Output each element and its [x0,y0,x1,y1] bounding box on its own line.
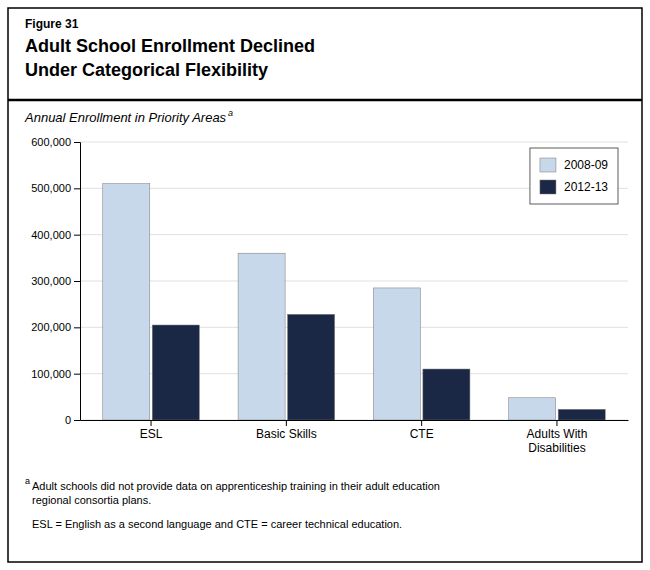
x-tick-mark [151,420,152,426]
x-tick-mark [556,420,557,426]
border [8,8,642,562]
y-tick-label: 200,000 [31,321,71,333]
subtitle-superscript: a [228,108,233,118]
y-tick-mark [74,188,80,189]
figure-label: Figure 31 [25,17,79,31]
bars [103,184,605,420]
y-tick: 400,000 [31,229,80,241]
footnote-line: Adult schools did not provide data on ap… [32,480,440,492]
y-tick: 0 [65,414,80,426]
bar [558,409,605,420]
y-axis-line [74,143,81,421]
x-tick-label-line: Adults With [527,427,588,441]
legend-box [530,148,618,204]
x-tick: ESL [140,420,163,441]
bar [509,398,556,420]
footnote: ESL = English as a second language and C… [32,518,402,530]
title: Adult School Enrollment Declined Under Ca… [25,36,315,80]
chart-svg: Figure 31 Adult School Enrollment Decline… [0,0,650,570]
legend-swatch [540,180,556,194]
y-tick-label: 400,000 [31,229,71,241]
x-tick-label-line: CTE [410,427,434,441]
legend-label: 2012-13 [564,180,608,194]
y-tick-label: 300,000 [31,275,71,287]
y-axis: 0 100,000 200,000 300,000 400,000 500,000 600,… [31,136,80,426]
title-line: Adult School Enrollment Declined [25,36,315,56]
grid-line [80,234,628,235]
bar [288,314,335,420]
y-tick: 500,000 [31,182,80,194]
grid-line [80,281,628,282]
bar [373,288,420,420]
footnote-line: regional consortia plans. [32,494,151,506]
y-tick-mark [74,281,80,282]
legend-swatch [540,158,556,172]
x-tick: Basic Skills [256,420,317,441]
y-tick: 200,000 [31,321,80,333]
y-tick-label: 0 [65,414,71,426]
x-tick-label: Adults WithDisabilities [527,427,588,455]
legend-item: 2008-09 [540,158,608,172]
y-tick-mark [74,420,80,421]
y-tick-label: 600,000 [31,136,71,148]
x-axis-line [81,420,629,421]
bar [238,253,285,420]
footnote-marker: a [25,476,30,486]
footnote: Adult schools did not provide data on ap… [32,480,440,506]
legend: 2008-09 2012-13 [530,148,618,204]
x-axis: ESL Basic Skills CTE Adults WithDisabilitie… [81,420,629,455]
title-line: Under Categorical Flexibility [25,60,268,80]
x-tick-mark [421,420,422,426]
y-tick-mark [74,327,80,328]
x-tick: Adults WithDisabilities [527,420,588,455]
y-tick-label: 500,000 [31,182,71,194]
x-tick-label-line: ESL [140,427,163,441]
x-tick-label: CTE [410,427,434,441]
legend-label: 2008-09 [564,158,608,172]
x-tick-label-line: Basic Skills [256,427,317,441]
x-tick: CTE [410,420,434,441]
x-tick-label: Basic Skills [256,427,317,441]
y-tick-mark [74,142,80,143]
bar [103,184,150,420]
bar-series [152,314,605,420]
bar [152,325,199,420]
header-separator [8,99,642,102]
y-tick-label: 100,000 [31,368,71,380]
grid-line [80,142,628,143]
y-tick: 300,000 [31,275,80,287]
y-tick: 100,000 [31,368,80,380]
bar-series [103,184,556,420]
bar [423,369,470,420]
x-tick-mark [286,420,287,426]
x-tick-label-line: Disabilities [528,441,585,455]
y-tick: 600,000 [31,136,80,148]
plot: 0 100,000 200,000 300,000 400,000 500,000 600,… [31,136,628,455]
y-tick-mark [74,235,80,236]
y-tick-mark [74,374,80,375]
grid [80,142,628,420]
x-tick-label: ESL [140,427,163,441]
subtitle: Annual Enrollment in Priority Areas [24,110,227,125]
legend-item: 2012-13 [540,180,608,194]
